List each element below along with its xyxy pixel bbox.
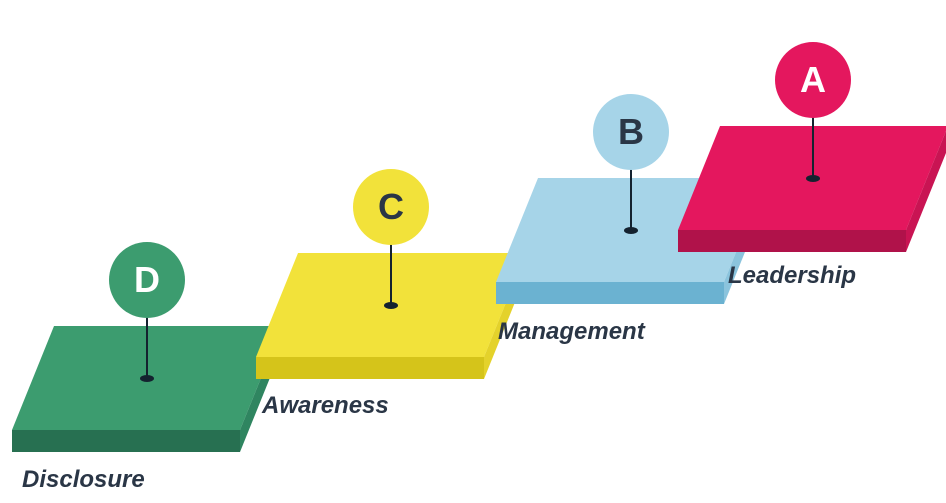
step-label-management: Management xyxy=(498,318,645,346)
grade-letter: C xyxy=(378,186,404,228)
grade-badge-leadership: A xyxy=(775,42,851,118)
pin-line xyxy=(146,314,148,378)
grade-letter: B xyxy=(618,111,644,153)
tile-side xyxy=(496,282,724,304)
step-label-disclosure: Disclosure xyxy=(22,466,145,494)
pin-line xyxy=(390,241,392,305)
step-label-awareness: Awareness xyxy=(262,392,389,420)
step-leadership: A xyxy=(678,126,946,252)
tile-side xyxy=(12,430,240,452)
tile-side xyxy=(256,357,484,379)
tile-side xyxy=(678,230,906,252)
pin-line xyxy=(812,114,814,178)
diagram-stage: D Disclosure C Awareness B Management A Leaders… xyxy=(0,0,946,503)
grade-letter: D xyxy=(134,259,160,301)
grade-badge-management: B xyxy=(593,94,669,170)
grade-badge-disclosure: D xyxy=(109,242,185,318)
pin-line xyxy=(630,166,632,230)
grade-letter: A xyxy=(800,59,826,101)
grade-badge-awareness: C xyxy=(353,169,429,245)
step-label-leadership: Leadership xyxy=(728,262,856,290)
